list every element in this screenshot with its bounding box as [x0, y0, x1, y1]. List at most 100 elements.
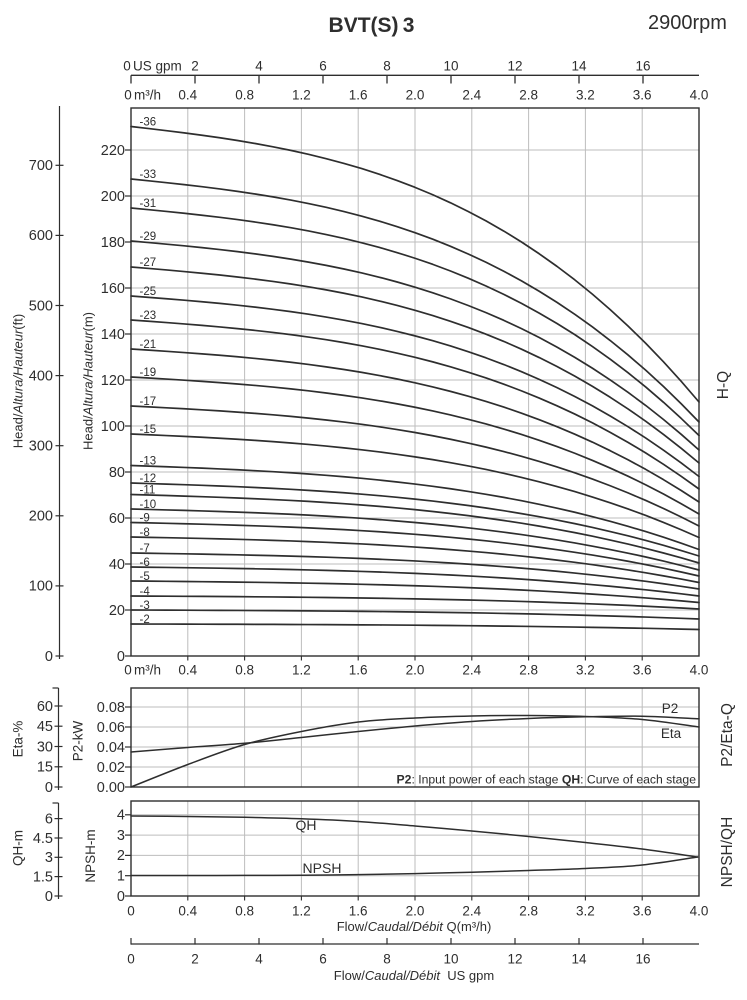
svg-text:2.8: 2.8 — [519, 663, 538, 678]
svg-text:H-Q: H-Q — [715, 371, 732, 399]
svg-text:0: 0 — [45, 889, 53, 905]
svg-text:-31: -31 — [140, 198, 157, 210]
svg-text:-19: -19 — [140, 367, 157, 379]
svg-text:10: 10 — [443, 952, 458, 967]
svg-text:Flow/Caudal/Débit US gpm: Flow/Caudal/Débit US gpm — [334, 968, 494, 983]
svg-text:-25: -25 — [140, 286, 157, 298]
svg-text:500: 500 — [29, 298, 53, 314]
svg-text:0: 0 — [124, 88, 132, 103]
svg-text:2.4: 2.4 — [462, 904, 481, 919]
svg-text:-2: -2 — [140, 614, 150, 626]
svg-text:m³/h: m³/h — [134, 663, 161, 678]
svg-text:P2: P2 — [662, 701, 679, 716]
svg-text:3.6: 3.6 — [633, 88, 652, 103]
svg-text:4: 4 — [255, 59, 263, 74]
svg-text:-6: -6 — [140, 557, 150, 569]
svg-text:1.2: 1.2 — [292, 88, 311, 103]
svg-text:P2-kW: P2-kW — [71, 720, 86, 761]
svg-text:0: 0 — [45, 780, 53, 796]
svg-text:1.2: 1.2 — [292, 663, 311, 678]
svg-text:Flow/Caudal/Débit Q(m³/h): Flow/Caudal/Débit Q(m³/h) — [337, 919, 492, 934]
svg-text:0.00: 0.00 — [97, 780, 125, 796]
svg-text:8: 8 — [383, 59, 391, 74]
svg-text:NPSH/QH: NPSH/QH — [719, 817, 736, 888]
svg-text:2.0: 2.0 — [406, 88, 425, 103]
svg-text:200: 200 — [29, 509, 53, 525]
svg-text:30: 30 — [37, 739, 53, 755]
svg-text:-33: -33 — [140, 169, 157, 181]
svg-text:0: 0 — [117, 649, 125, 665]
svg-text:45: 45 — [37, 719, 53, 735]
svg-text:3.6: 3.6 — [633, 904, 652, 919]
svg-text:700: 700 — [29, 158, 53, 174]
svg-text:0: 0 — [124, 663, 132, 678]
svg-text:-23: -23 — [140, 310, 157, 322]
svg-text:m³/h: m³/h — [134, 88, 161, 103]
svg-text:2.8: 2.8 — [519, 904, 538, 919]
svg-text:4: 4 — [117, 808, 125, 824]
svg-text:-11: -11 — [140, 485, 156, 497]
svg-text:-29: -29 — [140, 231, 157, 243]
svg-text:QH: QH — [296, 817, 317, 833]
svg-text:400: 400 — [29, 368, 53, 384]
svg-text:80: 80 — [109, 465, 125, 481]
svg-text:2.8: 2.8 — [519, 88, 538, 103]
svg-text:10: 10 — [443, 59, 458, 74]
svg-text:-17: -17 — [140, 396, 157, 408]
svg-text:1.2: 1.2 — [292, 904, 311, 919]
svg-text:0.8: 0.8 — [235, 88, 254, 103]
svg-text:NPSH: NPSH — [303, 860, 342, 876]
svg-text:-10: -10 — [140, 499, 157, 511]
svg-text:40: 40 — [109, 557, 125, 573]
svg-text:200: 200 — [101, 189, 125, 205]
svg-text:-21: -21 — [140, 339, 157, 351]
svg-text:140: 140 — [101, 327, 125, 343]
svg-text:0.4: 0.4 — [178, 663, 197, 678]
svg-text:2.4: 2.4 — [462, 88, 481, 103]
svg-text:0.4: 0.4 — [178, 904, 197, 919]
svg-text:0.8: 0.8 — [235, 663, 254, 678]
svg-text:3.2: 3.2 — [576, 88, 595, 103]
svg-text:4.0: 4.0 — [690, 904, 709, 919]
svg-text:BVT(S) 3: BVT(S) 3 — [329, 14, 415, 37]
svg-text:-36: -36 — [140, 117, 157, 129]
svg-text:-7: -7 — [140, 543, 150, 555]
svg-text:2.4: 2.4 — [462, 663, 481, 678]
svg-text:0.08: 0.08 — [97, 700, 125, 716]
svg-text:100: 100 — [29, 579, 53, 595]
svg-text:P2/Eta-Q: P2/Eta-Q — [719, 703, 736, 767]
svg-text:3.2: 3.2 — [576, 663, 595, 678]
svg-text:P2: Input power of each stage: P2: Input power of each stage QH: Curve … — [397, 773, 697, 787]
svg-text:220: 220 — [101, 143, 125, 159]
svg-text:4.0: 4.0 — [690, 88, 709, 103]
svg-text:Head/Altura/Hauteur(m): Head/Altura/Hauteur(m) — [81, 312, 96, 450]
svg-text:-27: -27 — [140, 257, 157, 269]
svg-text:0: 0 — [127, 952, 135, 967]
svg-text:1: 1 — [117, 869, 125, 885]
svg-text:1.5: 1.5 — [33, 869, 53, 885]
svg-text:6: 6 — [319, 59, 327, 74]
svg-text:3: 3 — [45, 850, 53, 866]
svg-text:3.2: 3.2 — [576, 904, 595, 919]
svg-text:0.02: 0.02 — [97, 760, 125, 776]
svg-text:US gpm: US gpm — [133, 59, 182, 74]
svg-text:-15: -15 — [140, 424, 157, 436]
svg-text:0.06: 0.06 — [97, 720, 125, 736]
svg-text:2.0: 2.0 — [406, 663, 425, 678]
svg-text:0.04: 0.04 — [97, 740, 125, 756]
svg-text:2: 2 — [117, 848, 125, 864]
svg-text:NPSH-m: NPSH-m — [83, 829, 98, 882]
svg-text:0: 0 — [123, 59, 131, 74]
svg-text:2.0: 2.0 — [406, 904, 425, 919]
svg-text:6: 6 — [45, 811, 53, 827]
svg-text:14: 14 — [571, 952, 587, 967]
svg-text:1.6: 1.6 — [349, 663, 368, 678]
svg-text:-9: -9 — [140, 513, 150, 525]
svg-text:300: 300 — [29, 439, 53, 455]
svg-text:12: 12 — [507, 952, 522, 967]
svg-text:14: 14 — [571, 59, 587, 74]
svg-text:Eta-%: Eta-% — [11, 721, 26, 758]
svg-text:QH-m: QH-m — [11, 830, 26, 866]
svg-text:-13: -13 — [140, 456, 157, 468]
svg-text:-4: -4 — [140, 586, 151, 598]
